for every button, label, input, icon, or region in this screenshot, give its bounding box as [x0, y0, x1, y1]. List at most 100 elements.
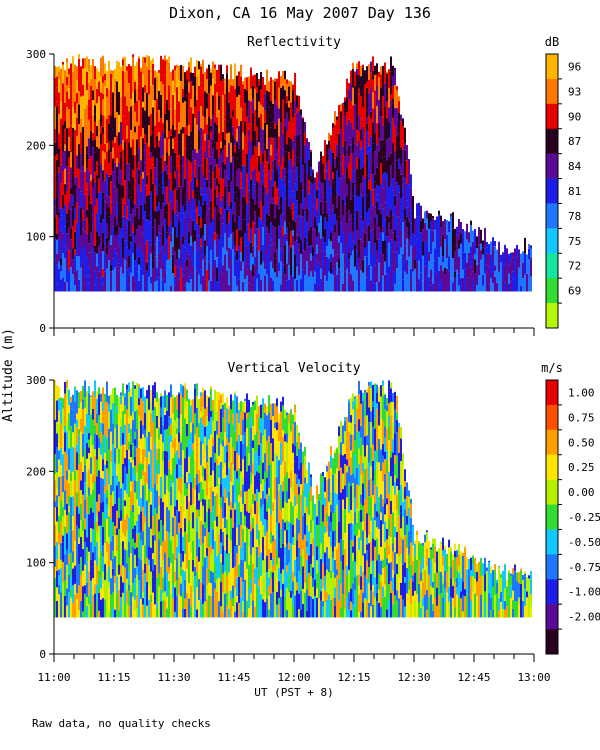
data-cell: [328, 148, 330, 161]
data-cell: [222, 496, 224, 519]
data-cell: [218, 513, 220, 535]
data-cell: [68, 413, 70, 431]
data-cell: [134, 514, 136, 526]
data-cell: [148, 559, 150, 566]
data-cell: [202, 204, 204, 222]
data-cell: [60, 118, 62, 135]
data-cell: [196, 65, 198, 77]
reflectivity-panel: Reflectivity0100200300dB9693908784817875…: [26, 35, 582, 336]
data-cell: [252, 600, 254, 618]
data-cell: [366, 245, 368, 257]
data-cell: [382, 188, 384, 209]
data-cell: [124, 603, 126, 618]
data-cell: [232, 232, 234, 242]
data-cell: [238, 105, 240, 120]
data-cell: [330, 273, 332, 292]
y-tick-label: 100: [26, 231, 46, 244]
data-cell: [268, 153, 270, 164]
data-cell: [146, 175, 148, 184]
data-cell: [476, 265, 478, 286]
data-cell: [276, 227, 278, 249]
data-cell: [434, 283, 436, 292]
data-cell: [382, 75, 384, 97]
data-cell: [78, 67, 80, 92]
data-cell: [140, 559, 142, 576]
data-cell: [88, 283, 90, 292]
data-cell: [336, 593, 338, 618]
data-cell: [180, 494, 182, 506]
data-cell: [278, 597, 280, 605]
data-cell: [332, 551, 334, 558]
data-cell: [100, 431, 102, 443]
data-cell: [172, 80, 174, 95]
data-cell: [338, 268, 340, 292]
data-cell: [216, 69, 218, 71]
data-cell: [110, 271, 112, 292]
data-cell: [268, 569, 270, 578]
data-cell: [242, 402, 244, 412]
data-cell: [268, 264, 270, 284]
data-cell: [284, 221, 286, 234]
data-cell: [54, 578, 56, 593]
data-cell: [116, 448, 118, 466]
data-cell: [296, 200, 298, 218]
data-cell: [236, 128, 238, 142]
data-cell: [244, 144, 246, 167]
data-cell: [354, 104, 356, 129]
data-cell: [228, 192, 230, 207]
data-cell: [118, 235, 120, 244]
data-cell: [90, 203, 92, 215]
data-cell: [320, 480, 322, 502]
data-cell: [342, 215, 344, 233]
data-cell: [330, 599, 332, 618]
data-cell: [120, 520, 122, 543]
data-cell: [80, 221, 82, 236]
data-cell: [148, 94, 150, 117]
data-cell: [402, 163, 404, 187]
data-cell: [336, 448, 338, 469]
data-cell: [86, 217, 88, 234]
data-cell: [494, 246, 496, 266]
data-cell: [198, 225, 200, 236]
data-cell: [312, 586, 314, 599]
data-cell: [174, 581, 176, 588]
data-cell: [252, 440, 254, 448]
data-cell: [370, 128, 372, 137]
data-cell: [510, 252, 512, 260]
data-cell: [358, 210, 360, 220]
data-cell: [190, 606, 192, 618]
data-cell: [274, 272, 276, 292]
data-cell: [96, 231, 98, 244]
data-cell: [182, 397, 184, 405]
data-cell: [132, 490, 134, 505]
data-cell: [56, 101, 58, 108]
data-cell: [236, 260, 238, 286]
data-cell: [374, 283, 376, 292]
data-cell: [212, 148, 214, 173]
data-cell: [176, 215, 178, 238]
data-cell: [60, 592, 62, 618]
data-cell: [376, 194, 378, 202]
data-cell: [230, 258, 232, 284]
data-cell: [108, 280, 110, 292]
data-cell: [266, 254, 268, 275]
data-cell: [58, 477, 60, 497]
data-cell: [262, 407, 264, 421]
data-cell: [280, 573, 282, 590]
data-cell: [202, 543, 204, 567]
data-cell: [176, 534, 178, 547]
data-cell: [190, 476, 192, 483]
data-cell: [96, 501, 98, 516]
data-cell: [164, 96, 166, 114]
data-cell: [256, 92, 258, 101]
data-cell: [330, 492, 332, 505]
data-cell: [162, 560, 164, 578]
data-cell: [366, 195, 368, 212]
data-cell: [94, 270, 96, 285]
data-cell: [404, 220, 406, 246]
data-cell: [252, 463, 254, 475]
data-cell: [78, 237, 80, 257]
data-cell: [94, 455, 96, 469]
data-cell: [182, 187, 184, 206]
data-cell: [480, 270, 482, 292]
